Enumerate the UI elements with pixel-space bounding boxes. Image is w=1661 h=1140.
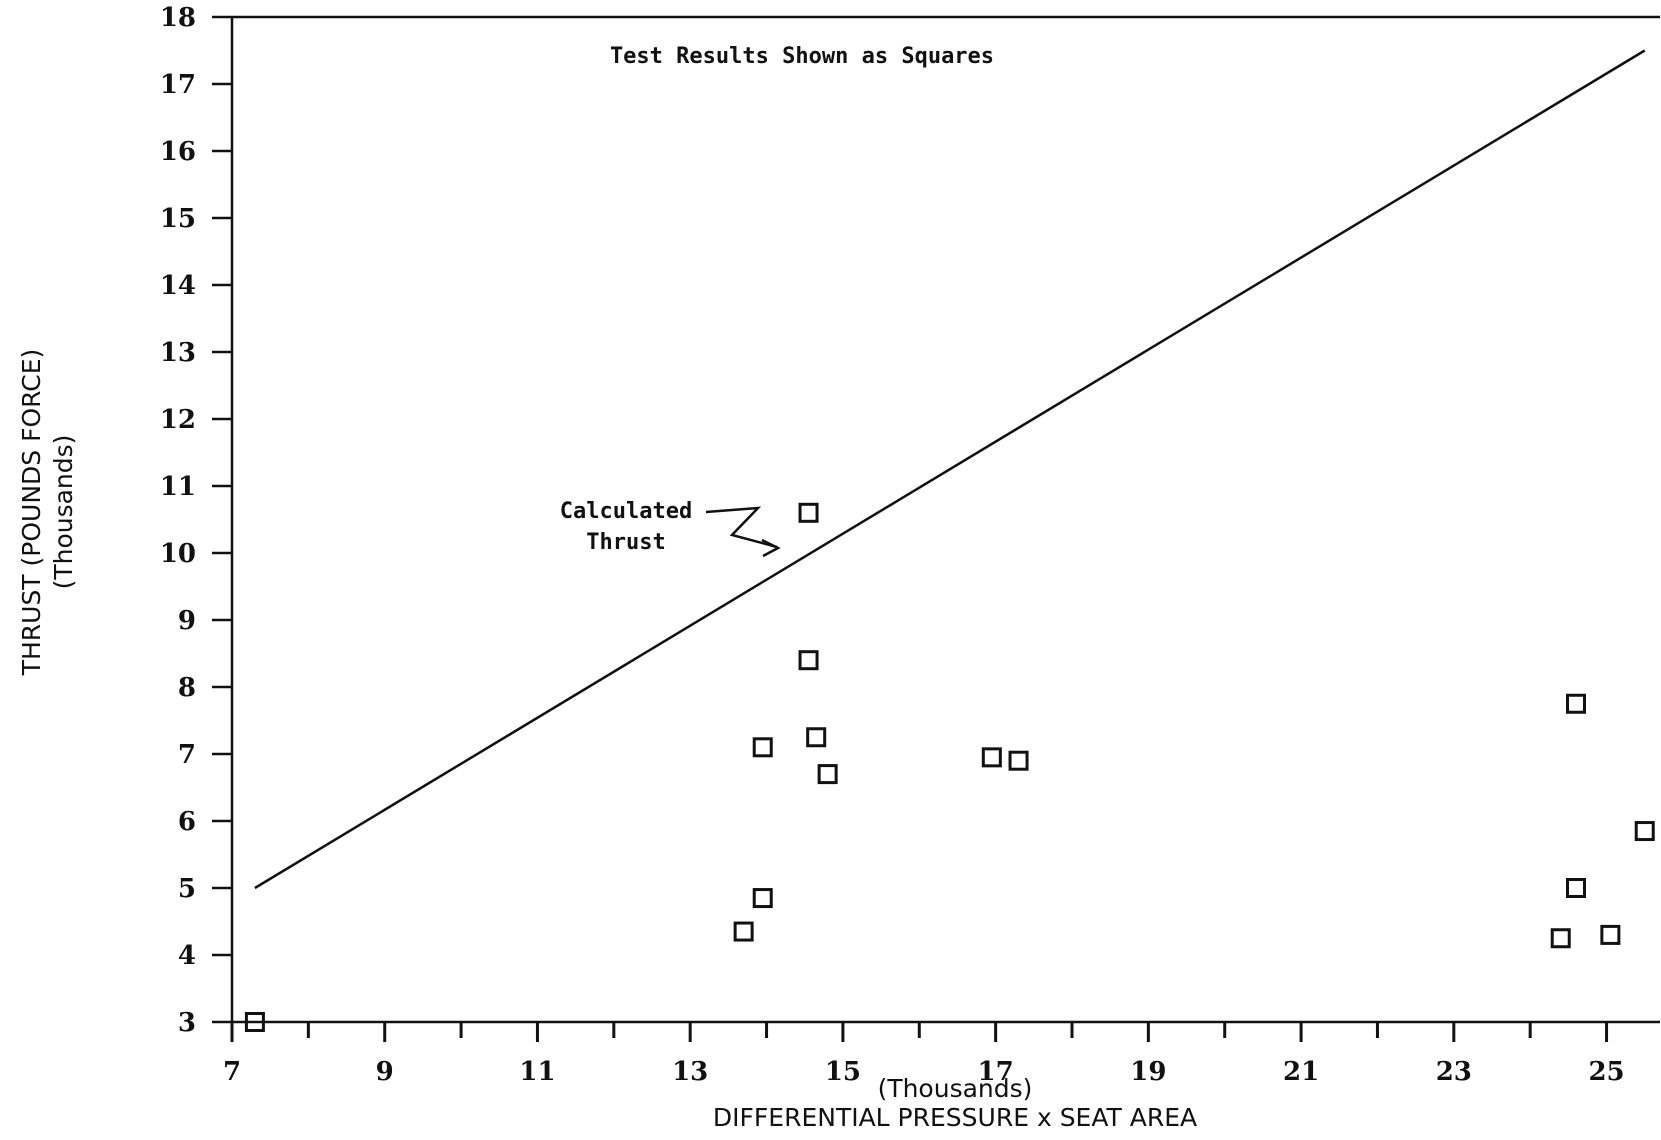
test-result-square: [752, 737, 773, 758]
test-result-square: [1600, 924, 1621, 945]
x-tick-label: 7: [223, 1057, 241, 1087]
x-tick-label: 9: [376, 1057, 394, 1087]
x-axis-ticks: 7 9 11 13 15 17 19 21 23 25: [223, 1022, 1625, 1087]
calculated-thrust-annotation: Calculated Thrust: [560, 499, 781, 558]
test-result-square: [244, 1012, 265, 1032]
y-tick-label: 7: [178, 740, 196, 770]
annotation-label-line1: Calculated: [560, 499, 692, 524]
y-tick-label: 11: [160, 472, 196, 502]
test-result-square: [752, 888, 773, 909]
test-result-square: [1566, 693, 1586, 714]
y-tick-label: 3: [178, 1008, 196, 1038]
annotation-label-line2: Thrust: [586, 530, 665, 555]
y-tick-label: 6: [178, 807, 196, 837]
y-tick-label: 17: [160, 70, 196, 100]
y-tick-label: 15: [160, 204, 196, 234]
y-axis-ticks: 3 4 5 6 7 8 9 10 11 12 13 14 15 16 17 18: [160, 3, 232, 1038]
y-tick-label: 18: [160, 3, 196, 33]
y-tick-label: 13: [160, 338, 196, 368]
x-tick-label: 21: [1283, 1057, 1319, 1087]
x-axis-title: DIFFERENTIAL PRESSURE x SEAT AREA: [713, 1103, 1197, 1132]
y-tick-label: 10: [160, 539, 196, 569]
legend-note: Test Results Shown as Squares: [610, 44, 994, 69]
y-tick-label: 8: [178, 673, 196, 703]
test-result-square: [1566, 878, 1586, 898]
y-tick-label: 16: [160, 137, 196, 167]
x-axis-units: (Thousands): [878, 1074, 1033, 1103]
y-tick-label: 9: [178, 606, 196, 636]
calculated-thrust-line: [254, 49, 1646, 890]
y-axis-title: THRUST (POUNDS FORCE): [17, 349, 46, 677]
plot-frame: [230, 15, 1660, 1024]
x-tick-label: 11: [519, 1057, 555, 1087]
y-tick-label: 12: [160, 405, 196, 435]
test-result-square: [1550, 928, 1571, 949]
x-tick-label: 19: [1130, 1057, 1166, 1087]
test-result-square: [733, 921, 754, 942]
test-result-square: [798, 502, 819, 523]
x-tick-label: 23: [1436, 1057, 1472, 1087]
y-axis-units: (Thousands): [49, 435, 78, 590]
x-tick-label: 25: [1588, 1057, 1624, 1087]
test-result-square: [1008, 750, 1029, 771]
test-result-square: [1634, 821, 1655, 842]
annotation-arrow: [705, 506, 778, 549]
x-tick-label: 15: [825, 1057, 861, 1087]
annotation-arrowhead: [761, 538, 781, 558]
y-tick-label: 14: [160, 271, 196, 301]
y-tick-label: 4: [178, 941, 196, 971]
test-result-square: [806, 727, 827, 748]
test-result-square: [981, 747, 1002, 768]
y-tick-label: 5: [178, 874, 196, 904]
test-result-square: [817, 764, 838, 785]
x-tick-label: 17: [978, 1057, 1014, 1087]
test-result-square: [798, 650, 819, 671]
series-layer: [244, 49, 1655, 1032]
x-tick-label: 13: [672, 1057, 708, 1087]
